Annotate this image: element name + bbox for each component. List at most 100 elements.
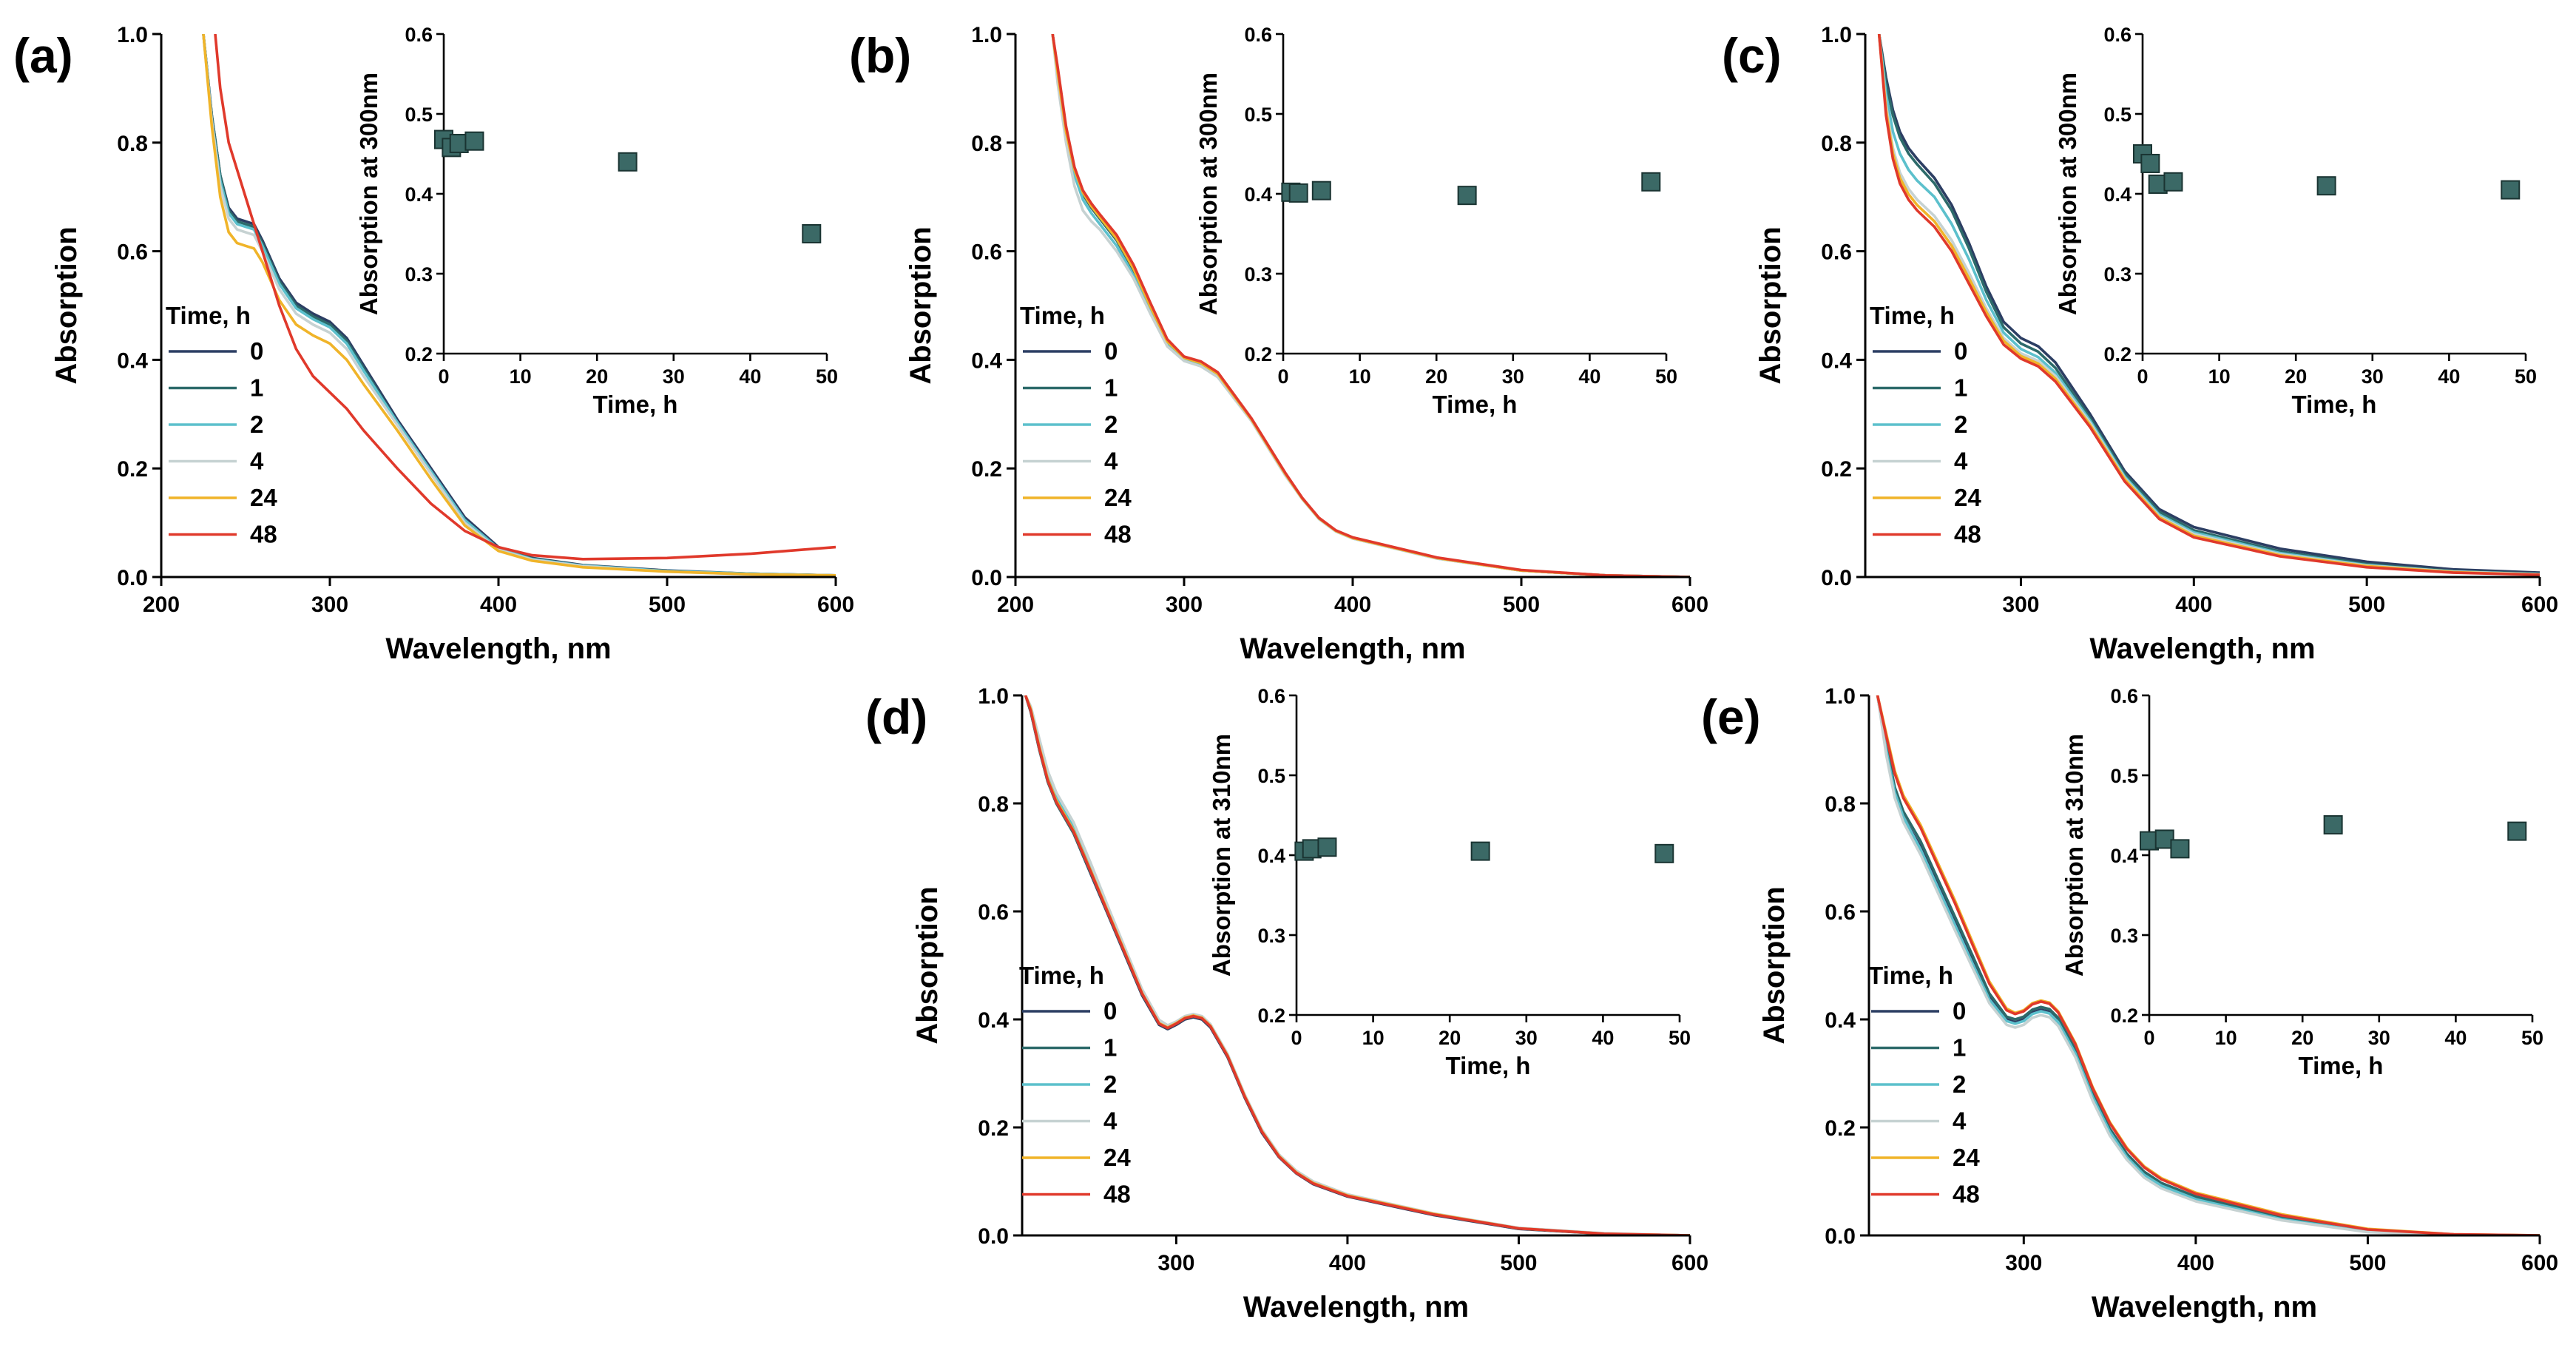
inset-x-tick-label: 0 xyxy=(1277,365,1288,388)
inset-y-tick-label: 0.2 xyxy=(1244,343,1272,365)
legend-label: 2 xyxy=(1953,1070,1966,1098)
inset-chart: 0 10 20 30 40 50 0.2 0.3 0.4 0.5 0.6 Time, h Absorpt… xyxy=(1194,24,1677,418)
series-line-24 xyxy=(1877,34,2540,576)
legend-label: 48 xyxy=(1103,1181,1131,1208)
inset-x-tick-label: 0 xyxy=(2143,1027,2154,1049)
y-tick-label: 0.6 xyxy=(978,900,1009,925)
y-tick-label: 0.8 xyxy=(1825,792,1856,817)
inset-x-axis-label: Time, h xyxy=(1446,1052,1531,1079)
inset-x-tick-label: 30 xyxy=(663,365,685,388)
x-tick-label: 300 xyxy=(311,593,348,617)
x-tick-label: 400 xyxy=(2177,1251,2214,1275)
panel-label: (c) xyxy=(1722,28,1782,83)
inset-y-tick-label: 0.2 xyxy=(2110,1005,2138,1027)
x-tick-label: 600 xyxy=(817,593,854,617)
inset-x-tick-label: 10 xyxy=(2215,1027,2237,1049)
inset-y-tick-label: 0.4 xyxy=(2103,183,2132,206)
inset-y-tick-label: 0.5 xyxy=(2110,765,2138,787)
series-line-0 xyxy=(1877,34,2540,574)
legend-label: 1 xyxy=(1103,1034,1117,1062)
inset-y-axis-label: Absorption at 300nm xyxy=(355,72,382,315)
x-tick-label: 500 xyxy=(2348,593,2385,617)
inset-data-point xyxy=(2316,176,2336,196)
inset-data-point xyxy=(2140,153,2160,173)
panel-label: (b) xyxy=(849,28,911,83)
y-tick-label: 0.8 xyxy=(117,132,148,156)
panel-a: 200 300 400 500 6000.00.20.40.60.81.0Wavelen… xyxy=(13,23,854,665)
series-group xyxy=(1876,695,2540,1235)
x-tick-label: 500 xyxy=(1500,1251,1537,1275)
legend-label: 48 xyxy=(1953,1181,1980,1208)
series-line-48 xyxy=(214,34,836,561)
inset-x-tick-label: 10 xyxy=(1349,365,1371,388)
inset-x-tick-label: 10 xyxy=(510,365,532,388)
inset-x-axis-label: Time, h xyxy=(593,391,678,418)
inset-x-tick-label: 40 xyxy=(2438,365,2460,388)
inset-y-tick-label: 0.3 xyxy=(2103,263,2132,286)
inset-y-tick-label: 0.4 xyxy=(1257,845,1285,867)
legend-title: Time, h xyxy=(166,302,251,329)
legend-label: 2 xyxy=(250,411,263,438)
series-line-0 xyxy=(202,34,836,577)
legend-label: 1 xyxy=(250,374,263,402)
x-tick-label: 200 xyxy=(997,593,1034,617)
y-tick-label: 0.0 xyxy=(117,566,148,590)
legend-label: 48 xyxy=(1954,521,1981,548)
y-tick-label: 0.8 xyxy=(1821,132,1852,156)
legend-label: 0 xyxy=(1953,997,1966,1025)
inset-x-tick-label: 20 xyxy=(1439,1027,1461,1049)
series-line-48 xyxy=(1024,695,1690,1235)
y-tick-label: 0.4 xyxy=(978,1008,1009,1033)
inset-x-tick-label: 50 xyxy=(1669,1027,1691,1049)
inset-x-axis-label: Time, h xyxy=(2292,391,2377,418)
x-tick-label: 600 xyxy=(1671,593,1708,617)
inset-x-tick-label: 30 xyxy=(2368,1027,2390,1049)
y-tick-label: 0.0 xyxy=(1825,1224,1856,1249)
x-tick-label: 200 xyxy=(143,593,180,617)
inset-data-point xyxy=(2323,814,2343,834)
inset-y-tick-label: 0.6 xyxy=(405,24,433,46)
legend-label: 24 xyxy=(1954,484,1981,511)
series-group xyxy=(202,34,836,577)
legend-title: Time, h xyxy=(1868,962,1953,989)
inset-y-tick-label: 0.2 xyxy=(1257,1005,1285,1027)
legend-label: 4 xyxy=(1953,1107,1967,1135)
inset-y-tick-label: 0.6 xyxy=(2110,685,2138,707)
y-tick-label: 0.8 xyxy=(978,792,1009,817)
inset-y-tick-label: 0.3 xyxy=(2110,925,2138,947)
x-tick-label: 400 xyxy=(1329,1251,1366,1275)
legend-label: 0 xyxy=(1954,337,1967,365)
y-tick-label: 0.6 xyxy=(1821,240,1852,265)
inset-y-axis-label: Absorption at 310nm xyxy=(2061,734,2088,976)
series-line-48 xyxy=(1876,695,2540,1235)
inset-y-tick-label: 0.5 xyxy=(405,104,433,126)
inset-y-tick-label: 0.3 xyxy=(1244,263,1272,286)
inset-y-tick-label: 0.6 xyxy=(1244,24,1272,46)
series-group xyxy=(1051,34,1690,577)
legend-label: 1 xyxy=(1954,374,1967,402)
legend-label: 24 xyxy=(1103,1144,1131,1171)
inset-data-point xyxy=(2163,172,2183,192)
legend-label: 4 xyxy=(1104,448,1118,475)
series-line-4 xyxy=(1876,695,2540,1235)
inset-data-point xyxy=(2170,839,2190,859)
y-axis-label: Absorption xyxy=(1754,226,1787,384)
y-tick-label: 0.0 xyxy=(1821,566,1852,590)
series-line-24 xyxy=(202,34,836,577)
legend-label: 48 xyxy=(250,521,277,548)
inset-x-tick-label: 10 xyxy=(1362,1027,1385,1049)
inset-x-tick-label: 40 xyxy=(739,365,761,388)
inset-y-tick-label: 0.5 xyxy=(1257,765,1285,787)
inset-y-tick-label: 0.6 xyxy=(1257,685,1285,707)
inset-x-axis-label: Time, h xyxy=(1433,391,1518,418)
legend-label: 0 xyxy=(1104,337,1118,365)
x-tick-label: 500 xyxy=(649,593,686,617)
x-tick-label: 500 xyxy=(1503,593,1540,617)
inset-y-tick-label: 0.5 xyxy=(1244,104,1272,126)
legend-label: 0 xyxy=(250,337,263,365)
legend-label: 2 xyxy=(1104,411,1118,438)
y-tick-label: 0.4 xyxy=(1825,1008,1856,1033)
panel-c: 300 400 500 6000.00.20.40.60.81.0Wavelength… xyxy=(1722,23,2558,665)
legend-title: Time, h xyxy=(1019,962,1104,989)
inset-data-point xyxy=(1641,172,1661,192)
